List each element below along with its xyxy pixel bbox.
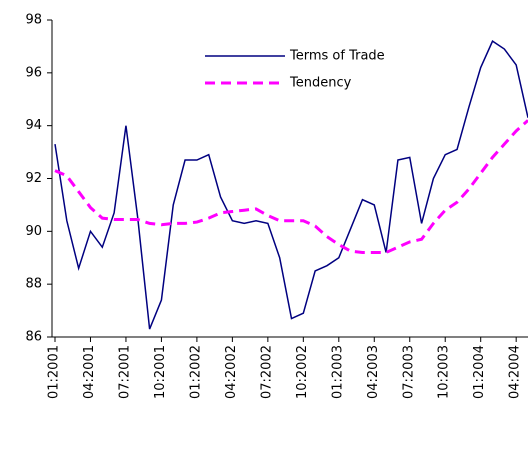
x-tick-label: 01:2003 [330, 345, 345, 399]
legend-label: Terms of Trade [289, 49, 385, 64]
y-tick-label: 86 [25, 330, 42, 345]
x-tick-label: 07:2003 [401, 345, 416, 399]
x-tick-label: 04:2004 [508, 345, 523, 399]
x-tick-label: 01:2004 [472, 345, 487, 399]
series-line [54, 40, 528, 330]
x-tick-label: 07:2001 [117, 345, 132, 399]
x-tick-label: 10:2003 [437, 345, 452, 399]
x-tick-label: 10:2002 [295, 345, 310, 399]
y-tick-label: 88 [25, 277, 42, 292]
x-tick-label: 10:2001 [153, 345, 168, 399]
x-tick-label: 04:2003 [366, 345, 381, 399]
y-tick-label: 90 [25, 224, 42, 239]
y-tick-label: 98 [25, 13, 42, 28]
y-tick-label: 96 [25, 65, 42, 80]
x-tick-label: 04:2001 [82, 345, 97, 399]
x-tick-label: 04:2002 [224, 345, 239, 399]
x-tick-label: 07:2002 [259, 345, 274, 399]
legend-label: Tendency [289, 76, 352, 91]
x-tick-label: 01:2002 [188, 345, 203, 399]
y-tick-label: 92 [25, 171, 42, 186]
x-tick-label: 01:2001 [47, 345, 62, 399]
series-line [54, 119, 528, 254]
y-tick-label: 94 [25, 118, 42, 133]
